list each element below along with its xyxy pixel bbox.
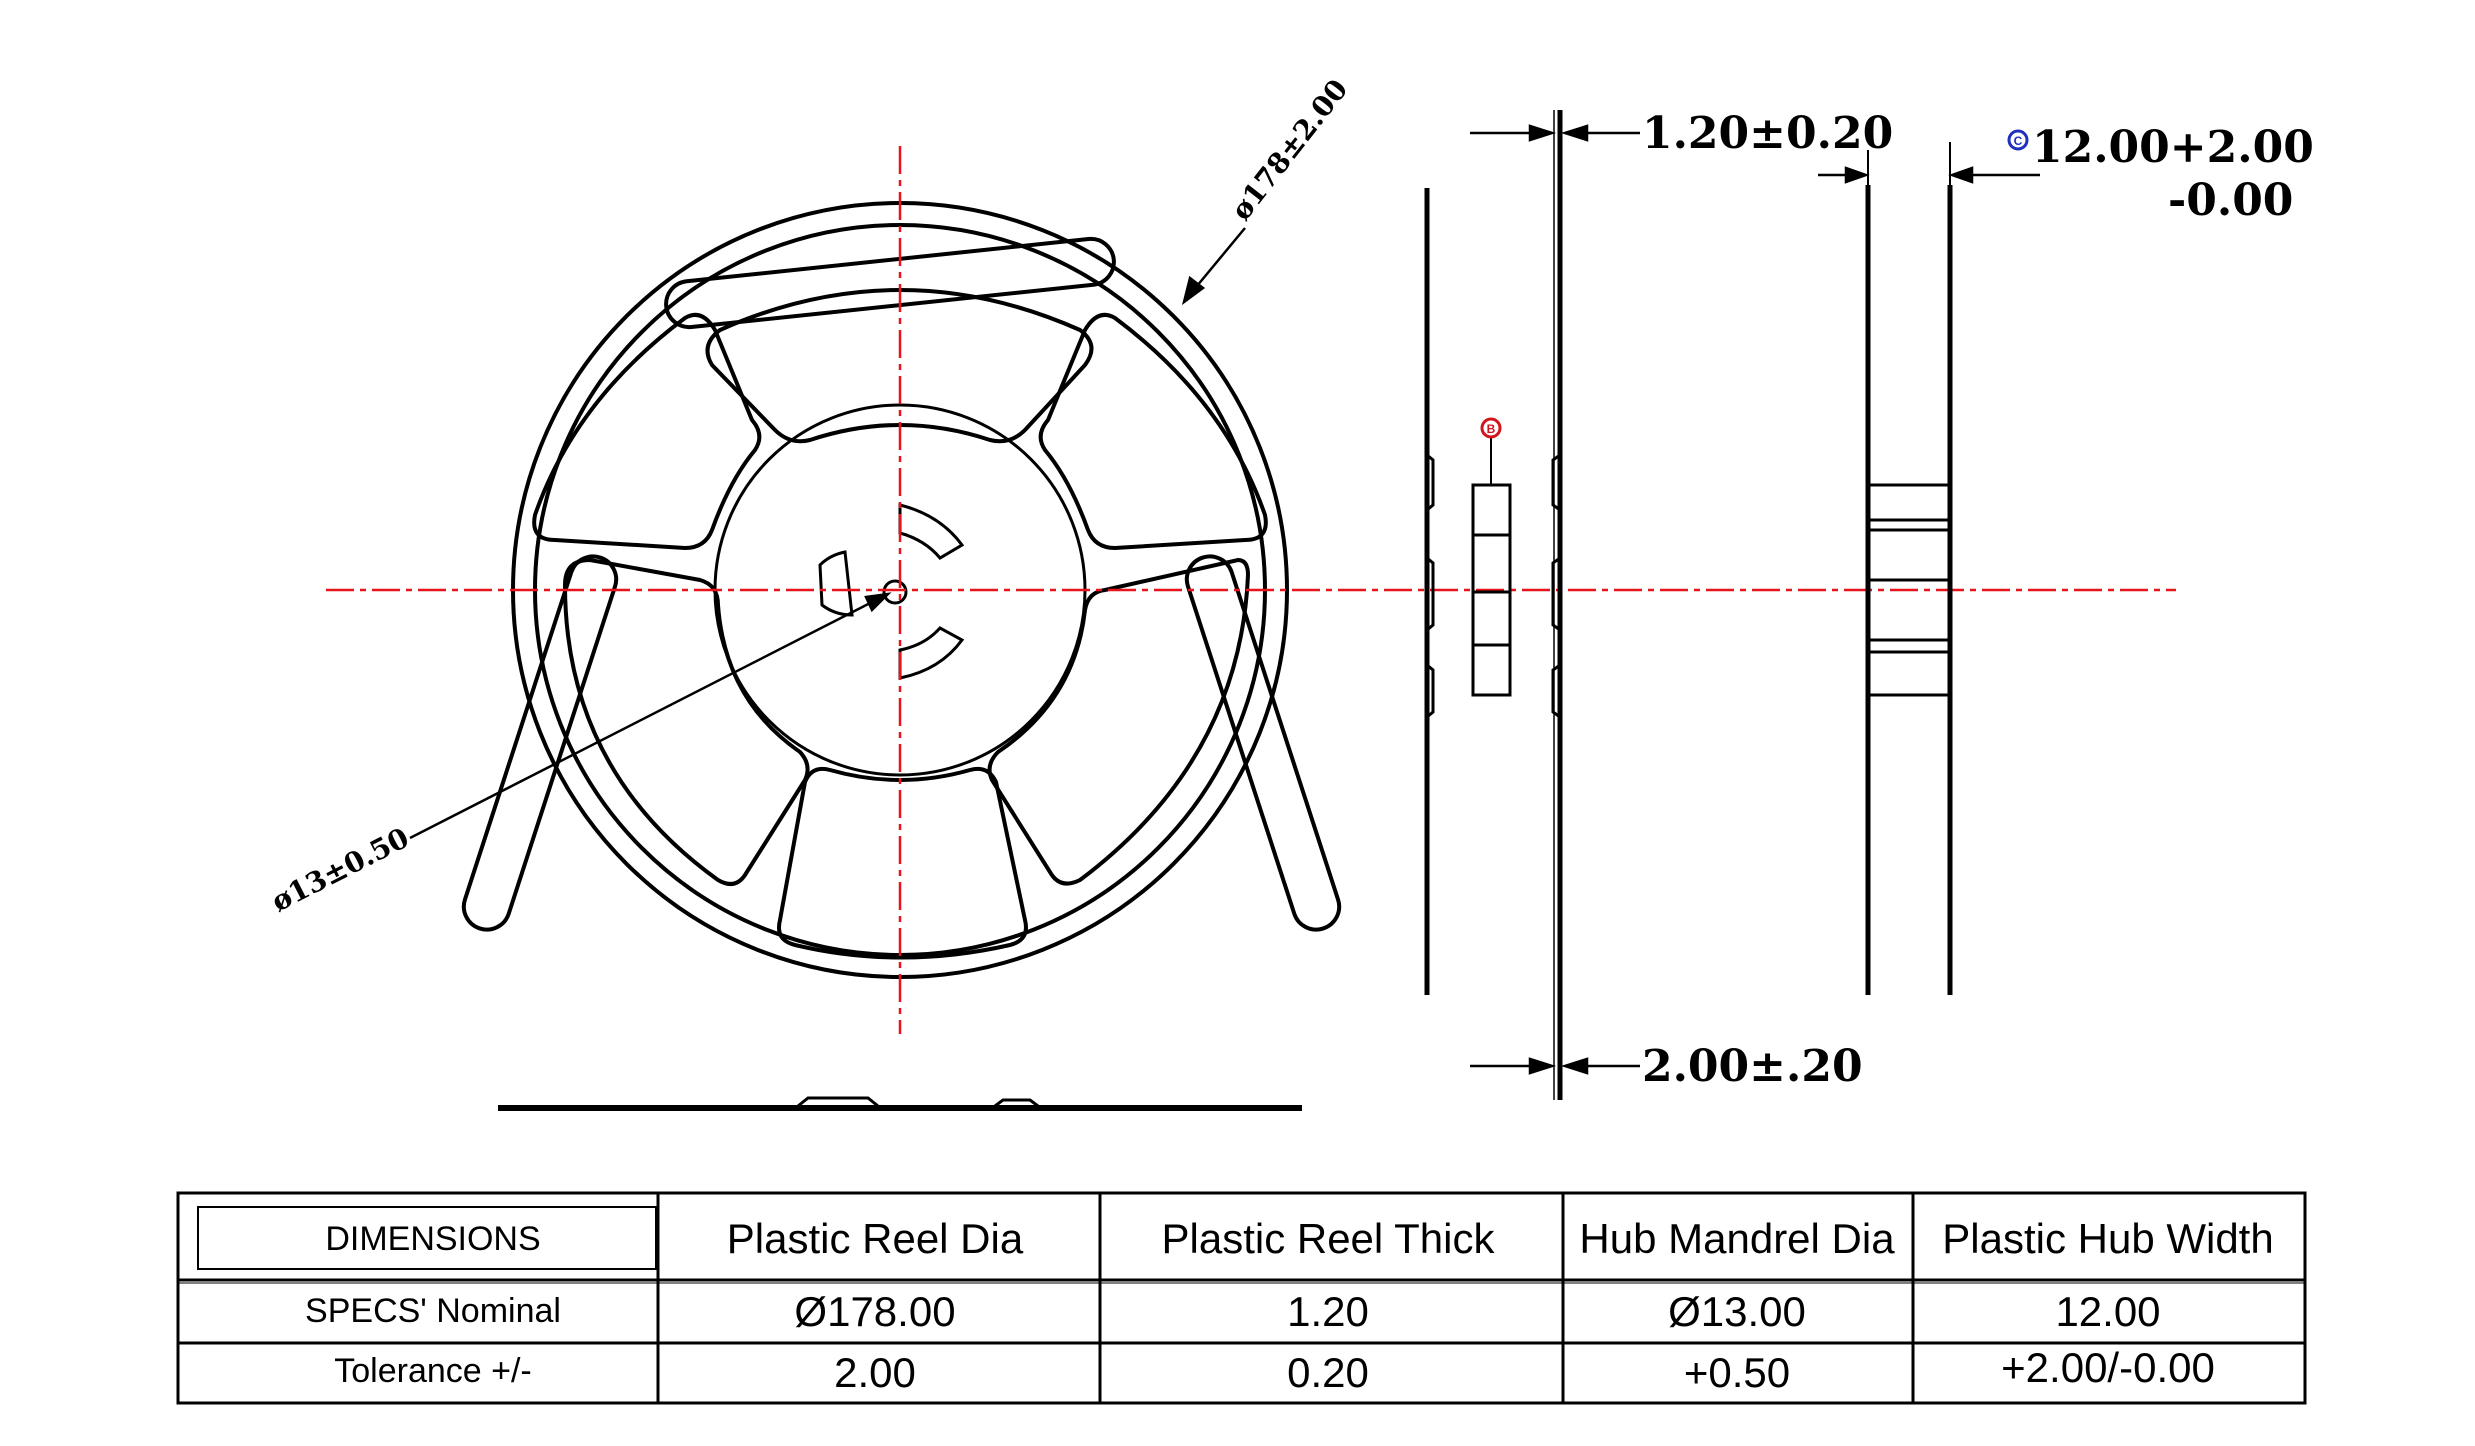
table-border: [176, 1191, 2307, 1405]
table-header-reel-thick: Plastic Reel Thick: [1161, 1215, 1495, 1262]
table-nominal-hub-dia: Ø13.00: [1668, 1288, 1806, 1335]
centerlines: [326, 146, 2176, 1034]
table-nominal-reel-thick: 1.20: [1287, 1288, 1369, 1335]
table-tolerance-reel-dia: 2.00: [834, 1349, 916, 1396]
reel-window-top: [705, 288, 1094, 444]
table-header-hub-dia: Hub Mandrel Dia: [1579, 1215, 1895, 1262]
table-row-tolerance-label: Tolerance +/-: [334, 1352, 532, 1390]
reel-window-bottom: [777, 766, 1028, 960]
side-lug-left-1: [1426, 453, 1435, 512]
table-nominal-reel-dia: Ø178.00: [794, 1288, 955, 1335]
thick-bottom-left-arrowhead: [1528, 1057, 1557, 1075]
arbor-hole: [882, 579, 908, 605]
marker-c-label: C: [2014, 134, 2023, 148]
reel-slot-left: [461, 554, 619, 932]
reel-window-lower-right: [987, 557, 1251, 886]
hub-dia-leader: [409, 596, 881, 840]
table-tolerance-hub-width: +2.00/-0.00: [2001, 1344, 2215, 1391]
thickness-top-annotation: 1.20±0.20: [1642, 108, 1893, 159]
reel-window-upper-left: [532, 313, 762, 551]
hub-center: [818, 503, 965, 680]
thick-bottom-right-arrowhead: [1560, 1057, 1589, 1075]
table-nominal-hub-width: 12.00: [2055, 1288, 2160, 1335]
hub-width-dimension: [1818, 166, 2040, 184]
marker-b-circle: [1480, 417, 1502, 439]
side-lug-right-1: [1551, 453, 1561, 512]
table-text: DIMENSIONS Plastic Reel Dia Plastic Reel…: [305, 1215, 2274, 1396]
diameter-leaders: [409, 227, 1246, 840]
dimensions-table: [176, 1191, 2307, 1405]
hub-key-bottom: [898, 626, 965, 680]
reel-window-upper-right: [1038, 313, 1268, 551]
reel-slot-top: [664, 236, 1116, 330]
table-header-inner: [197, 1206, 657, 1270]
reel-slot-right: [1184, 554, 1342, 932]
side-lug-left-2: [1426, 556, 1435, 632]
thickness-dimensions: [1470, 124, 1640, 1075]
hub-width-block: [1866, 483, 1952, 697]
reel-side-view: [1424, 110, 1563, 1100]
hub-key-top: [898, 503, 965, 560]
table-header-hub-width: Plastic Hub Width: [1942, 1215, 2273, 1262]
hub-width-annotation-lower: -0.00: [2168, 175, 2293, 226]
reel-edge-hub-left: [797, 1096, 879, 1108]
hub-dia-annotation: ø13±0.50: [266, 821, 414, 918]
reel-dia-leader: [1191, 227, 1246, 293]
side-lug-left-3: [1426, 663, 1435, 719]
table-tolerance-hub-dia: +0.50: [1684, 1349, 1790, 1396]
side-lug-right-3: [1551, 663, 1561, 719]
hub-width-view: [1865, 142, 1953, 995]
reel-dia-annotation: ø178±2.00: [1225, 73, 1355, 226]
thick-top-right-arrowhead: [1560, 124, 1589, 142]
thick-top-left-arrowhead: [1528, 124, 1557, 142]
hub-width-right-arrowhead: [1948, 166, 1974, 184]
reel-edge-hub-right: [994, 1098, 1039, 1108]
side-hub-block: [1471, 483, 1512, 697]
table-header-dimensions: DIMENSIONS: [325, 1220, 540, 1258]
reel-dia-arrowhead: [1181, 275, 1206, 306]
hub-width-annotation-upper: 12.00+2.00: [2032, 122, 2314, 173]
table-header-reel-dia: Plastic Reel Dia: [727, 1215, 1024, 1262]
hub-width-left-arrowhead: [1844, 166, 1870, 184]
reel-front-view: [461, 201, 1342, 1111]
side-lug-right-2: [1551, 556, 1561, 632]
table-tolerance-reel-thick: 0.20: [1287, 1349, 1369, 1396]
hub-dia-arrowhead: [864, 592, 892, 613]
marker-c-circle: [2007, 129, 2029, 151]
hub-key-left: [818, 550, 854, 617]
table-row-nominal-label: SPECS' Nominal: [305, 1292, 561, 1330]
reel-window-left: [562, 557, 810, 886]
thickness-bottom-annotation: 2.00±.20: [1642, 1041, 1863, 1092]
marker-b-label: B: [1487, 422, 1496, 436]
